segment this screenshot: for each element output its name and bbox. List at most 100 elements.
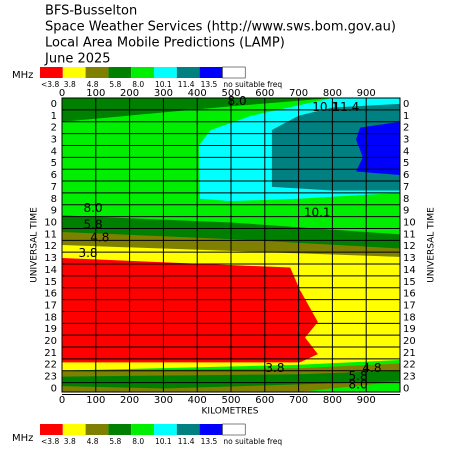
legend-label: 11.4	[178, 80, 195, 89]
legend-unit: MHz	[12, 70, 33, 81]
legend-label: 3.8	[64, 437, 76, 446]
contour-region	[356, 121, 400, 176]
contour-label: 5.8	[84, 217, 103, 231]
y-tick-label-right: 17	[403, 300, 416, 311]
legend-label: no suitable freq	[223, 80, 282, 89]
y-tick-label: 0	[51, 383, 57, 394]
title-line: BFS-Busselton	[45, 4, 137, 19]
x-tick-label: 900	[357, 395, 376, 406]
legend-swatch	[199, 67, 223, 78]
y-tick-label: 13	[44, 253, 57, 264]
title-line: Local Area Mobile Predictions (LAMP)	[45, 36, 285, 51]
legend-label: 8.0	[132, 80, 144, 89]
contour-region	[62, 258, 318, 363]
legend-label: 10.1	[155, 437, 172, 446]
y-tick-label: 10	[44, 217, 57, 228]
x-tick-label: 0	[59, 395, 65, 406]
contour-label: 8.0	[228, 94, 247, 108]
contour-label: 3.8	[78, 246, 97, 260]
legend-label: 3.8	[64, 80, 76, 89]
contour-label: 10.1	[304, 205, 331, 219]
y-axis-label-right: UNIVERSAL TIME	[427, 207, 437, 283]
contour-label: 8.0	[349, 377, 368, 391]
contour-label: 10.1	[312, 100, 339, 114]
contour-label: 3.8	[265, 361, 284, 375]
x-tick-label-top: 600	[255, 88, 274, 99]
y-tick-label-right: 8	[403, 194, 409, 205]
y-tick-label-right: 11	[403, 229, 416, 240]
legend-swatch	[40, 424, 63, 435]
contour-label: 11.4	[333, 100, 360, 114]
legend-label: 8.0	[132, 437, 144, 446]
y-tick-label: 14	[44, 265, 57, 276]
x-tick-label-top: 700	[289, 88, 308, 99]
x-tick-label-top: 0	[59, 88, 65, 99]
legend-swatch	[85, 67, 109, 78]
contour-label: 8.0	[84, 201, 103, 215]
title-line: June 2025	[44, 52, 111, 67]
overlay: 8.0 10.111.48.05.84.83.810.13.8 4.85.88.0	[78, 94, 381, 391]
legend-label: 11.4	[178, 437, 195, 446]
x-tick-label: 200	[120, 395, 139, 406]
y-tick-label: 15	[44, 277, 57, 288]
legend-swatch	[222, 66, 246, 79]
legend-swatch	[154, 424, 177, 435]
y-tick-label-right: 1	[403, 111, 409, 122]
contour-label: 5.8	[349, 369, 368, 383]
legend-swatch	[176, 424, 200, 435]
legend-swatch	[108, 67, 132, 78]
legend-label: <3.8	[41, 437, 59, 446]
y-tick-label: 21	[44, 348, 57, 359]
y-tick-label-right: 10	[403, 217, 416, 228]
y-tick-label: 23	[44, 372, 57, 383]
legend-label: no suitable freq	[223, 437, 282, 446]
y-tick-label-right: 3	[403, 134, 409, 145]
y-tick-label: 16	[44, 289, 57, 300]
legend-swatch	[176, 67, 200, 78]
y-tick-label: 4	[51, 146, 57, 157]
legend-swatch	[40, 67, 63, 78]
legend-label: 10.1	[155, 80, 172, 89]
y-tick-label: 18	[44, 312, 57, 323]
x-tick-label-top: 200	[120, 88, 139, 99]
y-tick-label-right: 22	[403, 360, 416, 371]
x-tick-label-top: 400	[188, 88, 207, 99]
y-tick-label: 17	[44, 300, 57, 311]
y-tick-label: 12	[44, 241, 57, 252]
y-tick-label-right: 4	[403, 146, 409, 157]
y-tick-label-right: 20	[403, 336, 416, 347]
x-tick-label-top: 300	[154, 88, 173, 99]
x-tick-label: 300	[154, 395, 173, 406]
legend-label: 13.5	[201, 437, 218, 446]
y-tick-label-right: 7	[403, 182, 409, 193]
y-tick-label: 11	[44, 229, 57, 240]
y-tick-label: 6	[51, 170, 57, 181]
x-tick-label: 800	[323, 395, 342, 406]
legend-swatch	[222, 423, 246, 436]
contour-label: 4.8	[362, 361, 381, 375]
y-tick-label-right: 13	[403, 253, 416, 264]
y-tick-label-right: 0	[403, 99, 409, 110]
x-tick-label: 700	[289, 395, 308, 406]
y-tick-label: 7	[51, 182, 57, 193]
y-tick-label: 8	[51, 194, 57, 205]
y-tick-label: 19	[44, 324, 57, 335]
y-tick-label-right: 16	[403, 289, 416, 300]
y-tick-label-right: 19	[403, 324, 416, 335]
y-tick-label-right: 9	[403, 206, 409, 217]
y-tick-label-right: 6	[403, 170, 409, 181]
legend-swatch	[85, 424, 109, 435]
y-tick-label: 5	[51, 158, 57, 169]
x-tick-label: 600	[255, 395, 274, 406]
legend-swatch	[199, 424, 223, 435]
x-tick-label-top: 500	[221, 88, 240, 99]
legend-swatch	[108, 424, 132, 435]
y-tick-label: 20	[44, 336, 57, 347]
y-tick-label: 22	[44, 360, 57, 371]
legend-label: <3.8	[41, 80, 59, 89]
y-tick-label-right: 21	[403, 348, 416, 359]
y-tick-label: 0	[51, 99, 57, 110]
x-tick-label: 500	[221, 395, 240, 406]
x-tick-label: 400	[188, 395, 207, 406]
